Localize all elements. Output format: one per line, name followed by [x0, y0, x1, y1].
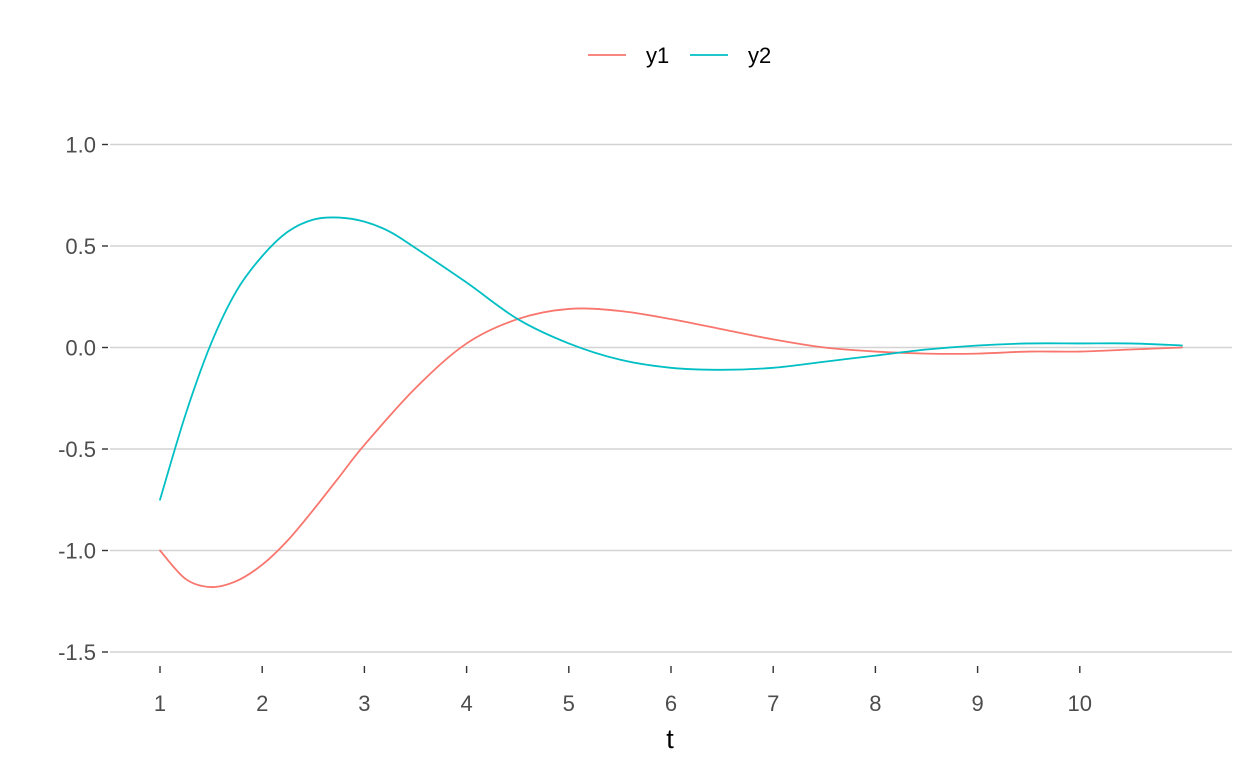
series-line-y1 [159, 307, 1183, 588]
y-tick-label: 0.5 [65, 234, 96, 259]
series-line-y2 [159, 216, 1183, 501]
x-tick-label: 6 [665, 691, 677, 716]
legend-label-y2: y2 [748, 43, 771, 68]
x-tick-label: 4 [460, 691, 472, 716]
x-tick-label: 9 [971, 691, 983, 716]
y-tick-label: -1.5 [58, 640, 96, 665]
x-tick-label: 2 [256, 691, 268, 716]
x-tick-label: 5 [563, 691, 575, 716]
y-tick-label: -0.5 [58, 437, 96, 462]
legend-label-y1: y1 [646, 43, 669, 68]
y-tick-label: 1.0 [65, 133, 96, 158]
y-tick-label: -1.0 [58, 539, 96, 564]
x-axis-title: t [666, 724, 674, 754]
x-tick-label: 8 [869, 691, 881, 716]
grid-layer [110, 143, 1232, 653]
y-tick-label: 0.0 [65, 336, 96, 361]
x-tick-label: 10 [1068, 691, 1092, 716]
x-tick-label: 7 [767, 691, 779, 716]
series-layer [159, 216, 1183, 588]
y-axis: 1.0 0.5 0.0 -0.5 -1.0 -1.5 [58, 133, 108, 665]
x-axis: 1 2 3 4 5 6 7 8 9 10 [154, 666, 1092, 716]
x-tick-label: 1 [154, 691, 166, 716]
legend: y1 y2 [588, 43, 771, 68]
x-tick-label: 3 [358, 691, 370, 716]
